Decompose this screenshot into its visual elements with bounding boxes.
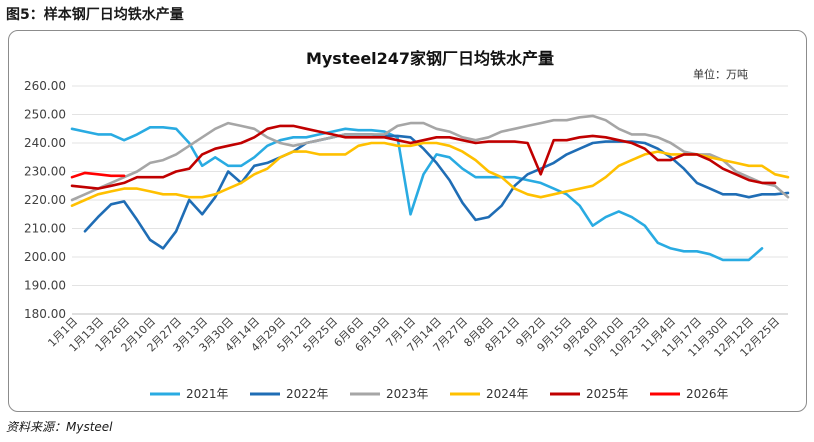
series-line-2022年 [83, 133, 790, 250]
source-note: 资料来源：Mysteel [6, 420, 113, 434]
legend-label: 2021年 [186, 387, 229, 401]
figure-caption: 图5：样本钢厂日均铁水产量 [6, 7, 184, 23]
grid-lines [72, 85, 788, 315]
y-tick-label: 190.00 [24, 279, 66, 293]
y-tick-label: 200.00 [24, 250, 66, 264]
y-tick-label: 230.00 [24, 165, 66, 179]
y-tick-label: 240.00 [24, 136, 66, 150]
series-lines [70, 114, 790, 262]
series-line-2024年 [70, 141, 790, 207]
legend: 2021年 2022年 2023年 2024年 2025年 2026年 [150, 387, 729, 401]
y-tick-label: 210.00 [24, 222, 66, 236]
series-line-2026年 [70, 171, 126, 179]
y-tick-label: 220.00 [24, 193, 66, 207]
y-axis-ticks: 180.00 190.00 200.00 210.00 220.00 230.00 240.… [24, 79, 66, 321]
chart-title: Mysteel247家钢厂日均铁水产量 [306, 49, 554, 68]
series-line-2025年 [70, 124, 777, 190]
legend-label: 2026年 [686, 387, 729, 401]
y-tick-label: 250.00 [24, 108, 66, 122]
chart-frame [8, 30, 807, 412]
y-tick-label: 260.00 [24, 79, 66, 93]
y-tick-label: 180.00 [24, 307, 66, 321]
series-line-2023年 [70, 114, 790, 202]
legend-label: 2022年 [286, 387, 329, 401]
legend-label: 2024年 [486, 387, 529, 401]
legend-label: 2025年 [586, 387, 629, 401]
unit-label: 单位：万吨 [693, 67, 748, 81]
x-axis-ticks: 1月1日1月13日1月26日2月10日2月27日3月13日3月30日4月14日4… [45, 315, 782, 360]
legend-label: 2023年 [386, 387, 429, 401]
series-line-2021年 [70, 126, 764, 262]
